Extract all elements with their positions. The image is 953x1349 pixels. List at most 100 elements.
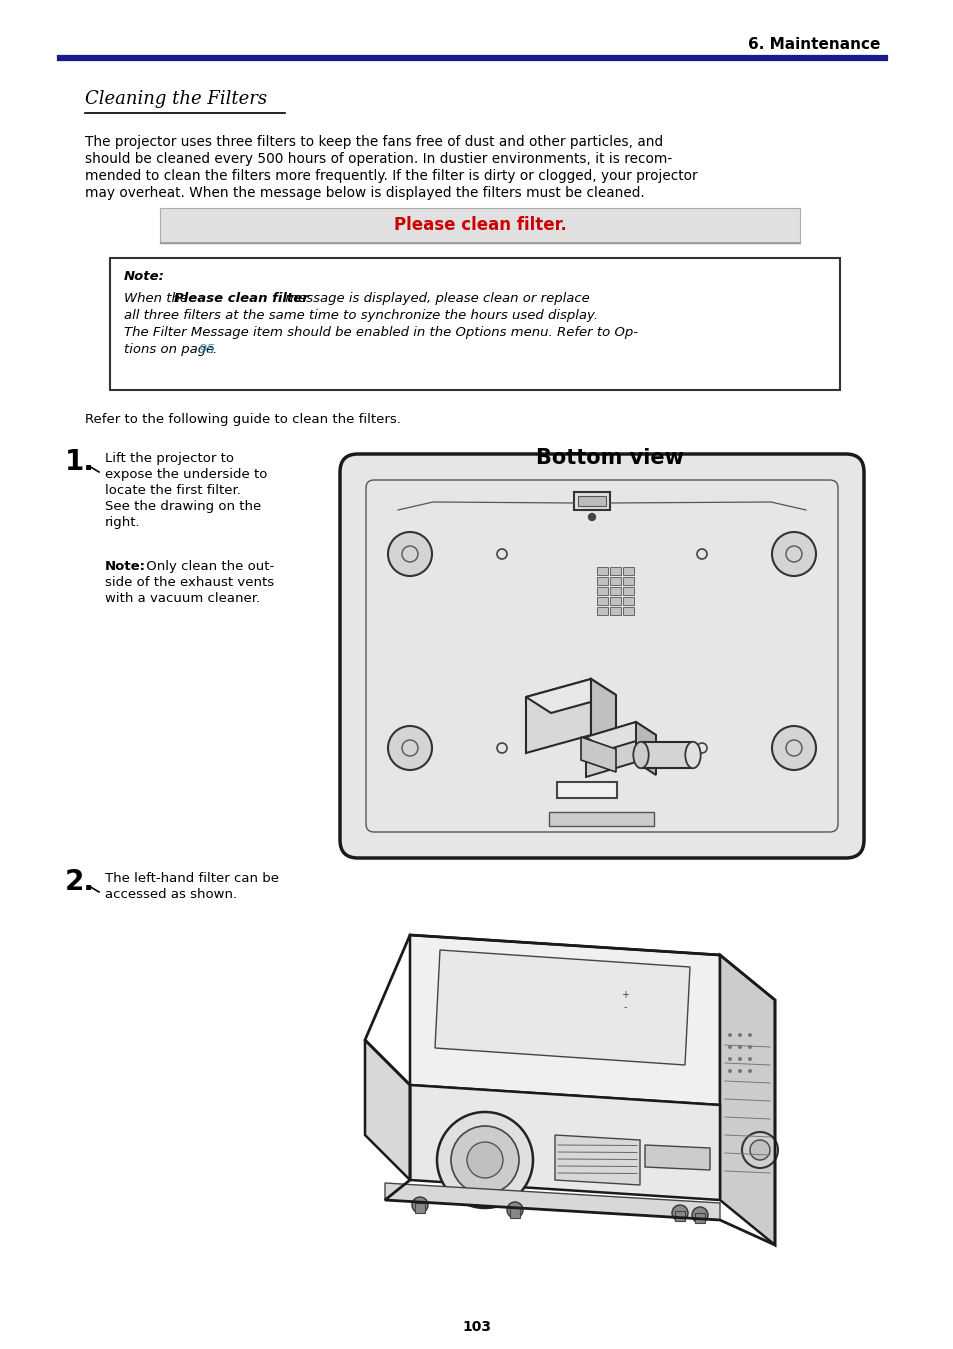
Text: Lift the projector to: Lift the projector to bbox=[105, 452, 233, 465]
Text: When the: When the bbox=[124, 291, 193, 305]
Bar bbox=[597, 567, 607, 575]
Text: +
-: + - bbox=[620, 990, 628, 1012]
Circle shape bbox=[771, 726, 815, 770]
Text: Cleaning the Filters: Cleaning the Filters bbox=[85, 90, 267, 108]
Bar bbox=[597, 598, 607, 604]
Text: mended to clean the filters more frequently. If the filter is dirty or clogged, : mended to clean the filters more frequen… bbox=[85, 169, 697, 183]
Bar bbox=[622, 567, 634, 575]
Circle shape bbox=[588, 514, 595, 521]
Circle shape bbox=[388, 726, 432, 770]
Text: The Filter Message item should be enabled in the Options menu. Refer to Op-: The Filter Message item should be enable… bbox=[124, 326, 638, 339]
Polygon shape bbox=[555, 1135, 639, 1184]
Bar bbox=[557, 782, 617, 799]
Bar bbox=[609, 587, 620, 595]
Circle shape bbox=[738, 1045, 741, 1050]
Text: all three filters at the same time to synchronize the hours used display.: all three filters at the same time to sy… bbox=[124, 309, 598, 322]
Text: Only clean the out-: Only clean the out- bbox=[142, 560, 274, 573]
Circle shape bbox=[671, 1205, 687, 1221]
Bar bbox=[510, 1207, 519, 1218]
Polygon shape bbox=[410, 1085, 720, 1201]
Text: with a vacuum cleaner.: with a vacuum cleaner. bbox=[105, 592, 260, 604]
Bar bbox=[549, 812, 654, 826]
Polygon shape bbox=[644, 1145, 709, 1170]
Circle shape bbox=[412, 1197, 428, 1213]
Text: Please clean filter.: Please clean filter. bbox=[394, 216, 566, 233]
Circle shape bbox=[738, 1033, 741, 1037]
Text: expose the underside to: expose the underside to bbox=[105, 468, 267, 482]
Bar bbox=[609, 577, 620, 585]
Bar bbox=[597, 587, 607, 595]
Bar bbox=[695, 1213, 704, 1224]
Bar bbox=[415, 1203, 424, 1213]
Polygon shape bbox=[435, 950, 689, 1064]
Ellipse shape bbox=[633, 742, 648, 768]
Text: accessed as shown.: accessed as shown. bbox=[105, 888, 237, 901]
Bar bbox=[622, 587, 634, 595]
Bar bbox=[574, 492, 609, 510]
Polygon shape bbox=[410, 935, 720, 1105]
Polygon shape bbox=[585, 722, 656, 750]
Bar bbox=[110, 258, 840, 390]
Text: 1.: 1. bbox=[65, 448, 94, 476]
Polygon shape bbox=[525, 679, 590, 753]
Circle shape bbox=[738, 1058, 741, 1062]
Circle shape bbox=[747, 1058, 751, 1062]
Polygon shape bbox=[365, 1040, 410, 1180]
FancyBboxPatch shape bbox=[339, 455, 863, 858]
Bar bbox=[160, 208, 800, 241]
Text: should be cleaned every 500 hours of operation. In dustier environments, it is r: should be cleaned every 500 hours of ope… bbox=[85, 152, 672, 166]
Circle shape bbox=[467, 1143, 502, 1178]
Text: The left-hand filter can be: The left-hand filter can be bbox=[105, 871, 278, 885]
Polygon shape bbox=[720, 955, 774, 1245]
Text: Note:: Note: bbox=[124, 270, 165, 283]
Text: 6. Maintenance: 6. Maintenance bbox=[747, 36, 879, 53]
Circle shape bbox=[747, 1033, 751, 1037]
Text: Bottom view: Bottom view bbox=[536, 448, 683, 468]
Circle shape bbox=[747, 1045, 751, 1050]
Bar bbox=[675, 1211, 684, 1221]
Text: Note:: Note: bbox=[105, 560, 146, 573]
Ellipse shape bbox=[684, 742, 700, 768]
Text: message is displayed, please clean or replace: message is displayed, please clean or re… bbox=[281, 291, 589, 305]
Bar bbox=[597, 607, 607, 615]
Circle shape bbox=[771, 532, 815, 576]
Polygon shape bbox=[590, 679, 616, 751]
Polygon shape bbox=[640, 742, 692, 768]
Polygon shape bbox=[585, 722, 636, 777]
Circle shape bbox=[691, 1207, 707, 1224]
Bar bbox=[622, 607, 634, 615]
Circle shape bbox=[747, 1068, 751, 1072]
Text: The projector uses three filters to keep the fans free of dust and other particl: The projector uses three filters to keep… bbox=[85, 135, 662, 148]
Circle shape bbox=[506, 1202, 522, 1218]
Circle shape bbox=[388, 532, 432, 576]
Text: locate the first filter.: locate the first filter. bbox=[105, 484, 240, 496]
Circle shape bbox=[436, 1112, 533, 1207]
Text: 2.: 2. bbox=[65, 867, 95, 896]
Polygon shape bbox=[636, 722, 656, 774]
Bar bbox=[609, 598, 620, 604]
Text: .: . bbox=[212, 343, 216, 356]
Circle shape bbox=[727, 1068, 731, 1072]
Bar bbox=[597, 577, 607, 585]
Text: See the drawing on the: See the drawing on the bbox=[105, 500, 261, 513]
Text: may overheat. When the message below is displayed the filters must be cleaned.: may overheat. When the message below is … bbox=[85, 186, 644, 200]
Polygon shape bbox=[580, 737, 616, 772]
Text: 103: 103 bbox=[462, 1321, 491, 1334]
Bar bbox=[609, 607, 620, 615]
Polygon shape bbox=[525, 679, 616, 714]
Circle shape bbox=[741, 1132, 778, 1168]
Text: right.: right. bbox=[105, 517, 140, 529]
Bar bbox=[622, 577, 634, 585]
Circle shape bbox=[727, 1033, 731, 1037]
Text: Refer to the following guide to clean the filters.: Refer to the following guide to clean th… bbox=[85, 413, 400, 426]
Circle shape bbox=[727, 1058, 731, 1062]
Circle shape bbox=[727, 1045, 731, 1050]
Circle shape bbox=[738, 1068, 741, 1072]
Bar bbox=[622, 598, 634, 604]
Text: tions on page: tions on page bbox=[124, 343, 218, 356]
Text: Please clean filter: Please clean filter bbox=[173, 291, 309, 305]
Polygon shape bbox=[385, 1183, 720, 1219]
Bar bbox=[609, 567, 620, 575]
Circle shape bbox=[451, 1126, 518, 1194]
Circle shape bbox=[749, 1140, 769, 1160]
